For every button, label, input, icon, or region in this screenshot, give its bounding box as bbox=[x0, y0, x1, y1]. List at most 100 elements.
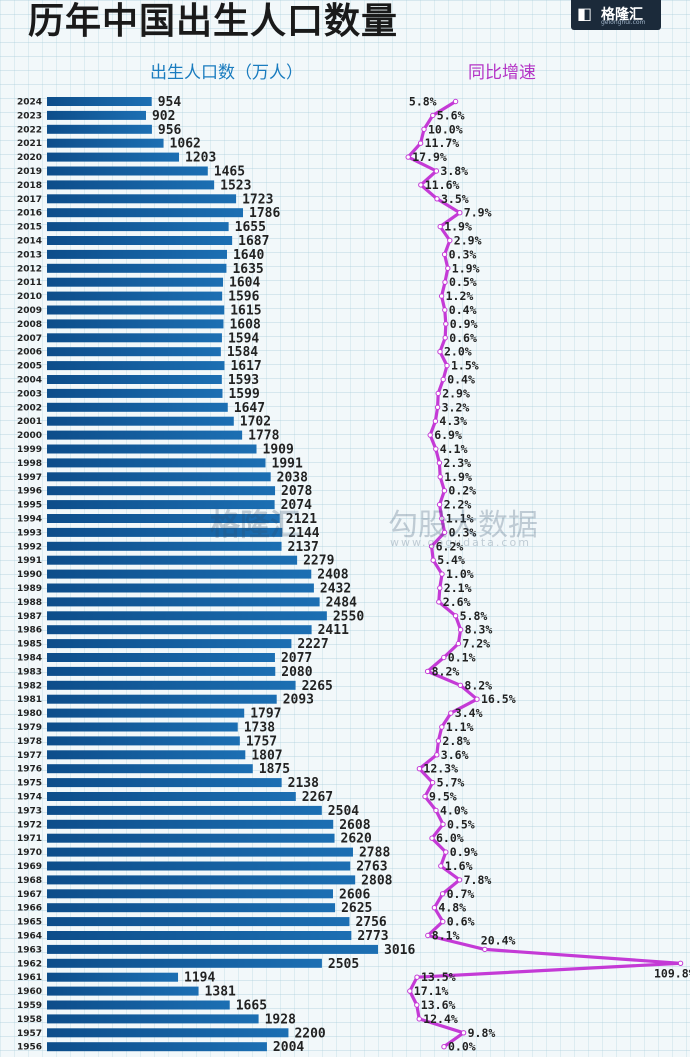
growth-point-1961 bbox=[414, 974, 420, 980]
growth-point-1981 bbox=[474, 696, 480, 702]
birth-value-1982: 2265 bbox=[302, 679, 333, 694]
year-label-1988: 1988 bbox=[17, 598, 42, 608]
growth-point-2024 bbox=[452, 98, 459, 105]
year-label-1979: 1979 bbox=[17, 723, 42, 733]
birth-value-1964: 2773 bbox=[357, 929, 388, 944]
year-label-1991: 1991 bbox=[17, 556, 42, 566]
bar-2020 bbox=[47, 152, 180, 162]
birth-value-1960: 1381 bbox=[205, 985, 236, 1000]
bar-1978 bbox=[47, 736, 240, 746]
growth-point-2010 bbox=[438, 293, 445, 299]
watermark-url: www.gogudata.com bbox=[390, 536, 531, 549]
growth-label-1966: 4.8% bbox=[438, 901, 466, 915]
growth-point-2002 bbox=[434, 404, 441, 410]
growth-point-2022 bbox=[421, 126, 427, 133]
year-label-1957: 1957 bbox=[17, 1029, 42, 1039]
birth-value-1975: 2138 bbox=[288, 776, 319, 791]
brand-logo: ◧ 格隆汇 gelonghui.com bbox=[571, 0, 661, 30]
bar-1963 bbox=[47, 944, 378, 954]
year-label-2004: 2004 bbox=[17, 376, 42, 386]
growth-point-1966 bbox=[431, 905, 438, 911]
growth-label-2003: 2.9% bbox=[442, 386, 470, 400]
birth-value-2009: 1615 bbox=[230, 304, 261, 319]
bar-1984 bbox=[47, 653, 275, 662]
birth-value-1991: 2279 bbox=[303, 554, 334, 569]
growth-label-1969: 1.6% bbox=[445, 859, 473, 873]
bar-1972 bbox=[47, 819, 334, 829]
year-label-1989: 1989 bbox=[17, 584, 42, 594]
bar-2007 bbox=[47, 333, 222, 343]
growth-point-2021 bbox=[417, 140, 424, 146]
year-label-2024: 2024 bbox=[17, 98, 42, 108]
birth-value-2023: 902 bbox=[152, 109, 175, 124]
year-label-2005: 2005 bbox=[17, 362, 42, 372]
growth-point-1994 bbox=[439, 515, 445, 522]
birth-value-1963: 3016 bbox=[384, 943, 415, 958]
year-label-1958: 1958 bbox=[17, 1015, 42, 1025]
birth-value-1997: 2038 bbox=[277, 470, 308, 485]
bar-2024 bbox=[47, 97, 152, 106]
bar-2000 bbox=[47, 430, 243, 440]
bar-1975 bbox=[47, 778, 282, 788]
birth-value-1973: 2504 bbox=[328, 804, 359, 819]
birth-value-1976: 1875 bbox=[259, 762, 290, 777]
growth-label-1987: 5.8% bbox=[460, 609, 488, 623]
year-label-1965: 1965 bbox=[17, 918, 42, 928]
growth-label-1980: 3.4% bbox=[455, 706, 483, 720]
birth-value-1999: 1909 bbox=[263, 443, 294, 458]
birth-value-1979: 1738 bbox=[244, 721, 275, 736]
year-label-1987: 1987 bbox=[17, 612, 42, 622]
growth-label-2024: 5.8% bbox=[409, 95, 437, 109]
bar-2016 bbox=[47, 208, 244, 218]
watermark: 格隆汇 勾股大数据 www.gogudata.com bbox=[210, 500, 550, 550]
growth-point-1968 bbox=[456, 877, 463, 883]
bar-2001 bbox=[47, 416, 234, 426]
birth-value-2001: 1702 bbox=[240, 415, 271, 430]
year-label-1973: 1973 bbox=[17, 806, 42, 816]
year-label-2001: 2001 bbox=[17, 417, 42, 427]
growth-point-2009 bbox=[442, 307, 448, 313]
year-label-1960: 1960 bbox=[17, 987, 42, 997]
year-label-1961: 1961 bbox=[17, 973, 42, 983]
growth-point-1999 bbox=[433, 446, 439, 452]
growth-point-2018 bbox=[418, 182, 424, 188]
birth-value-2014: 1687 bbox=[238, 234, 269, 249]
bar-1988 bbox=[47, 597, 320, 607]
bar-1973 bbox=[47, 805, 322, 815]
birth-value-2002: 1647 bbox=[234, 401, 265, 416]
growth-point-2011 bbox=[442, 279, 448, 285]
birth-value-2019: 1465 bbox=[214, 165, 245, 180]
growth-point-1972 bbox=[440, 821, 446, 827]
growth-label-1971: 6.0% bbox=[436, 831, 464, 845]
growth-point-1989 bbox=[437, 585, 443, 591]
growth-label-2000: 6.9% bbox=[434, 428, 462, 442]
growth-label-1967: 0.7% bbox=[447, 887, 475, 901]
bar-1957 bbox=[47, 1028, 289, 1038]
birth-value-1992: 2137 bbox=[288, 540, 319, 555]
growth-label-1956: 0.0% bbox=[448, 1040, 476, 1054]
bar-1995 bbox=[47, 500, 275, 510]
growth-point-1975 bbox=[429, 779, 436, 786]
growth-label-1958: 12.4% bbox=[423, 1012, 458, 1026]
bar-1956 bbox=[47, 1042, 267, 1052]
growth-point-1997 bbox=[437, 474, 443, 480]
growth-label-1994: 1.1% bbox=[446, 512, 474, 526]
bar-1996 bbox=[47, 486, 276, 496]
growth-label-1981: 16.5% bbox=[481, 692, 516, 706]
year-label-1990: 1990 bbox=[17, 570, 42, 580]
birth-value-2005: 1617 bbox=[230, 359, 261, 374]
birth-value-1972: 2608 bbox=[339, 818, 370, 833]
birth-value-1983: 2080 bbox=[281, 665, 312, 680]
growth-label-1990: 1.0% bbox=[446, 567, 474, 581]
birth-value-1958: 1928 bbox=[265, 1012, 296, 1027]
growth-label-2019: 3.8% bbox=[440, 164, 468, 178]
year-label-1975: 1975 bbox=[17, 779, 42, 789]
growth-label-1968: 7.8% bbox=[464, 873, 492, 887]
logo-text: 格隆汇 bbox=[601, 7, 643, 23]
bar-1985 bbox=[47, 639, 292, 649]
growth-point-1977 bbox=[434, 752, 440, 758]
growth-label-1978: 2.8% bbox=[442, 734, 470, 748]
growth-point-1969 bbox=[438, 863, 444, 869]
bar-1960 bbox=[47, 986, 199, 996]
